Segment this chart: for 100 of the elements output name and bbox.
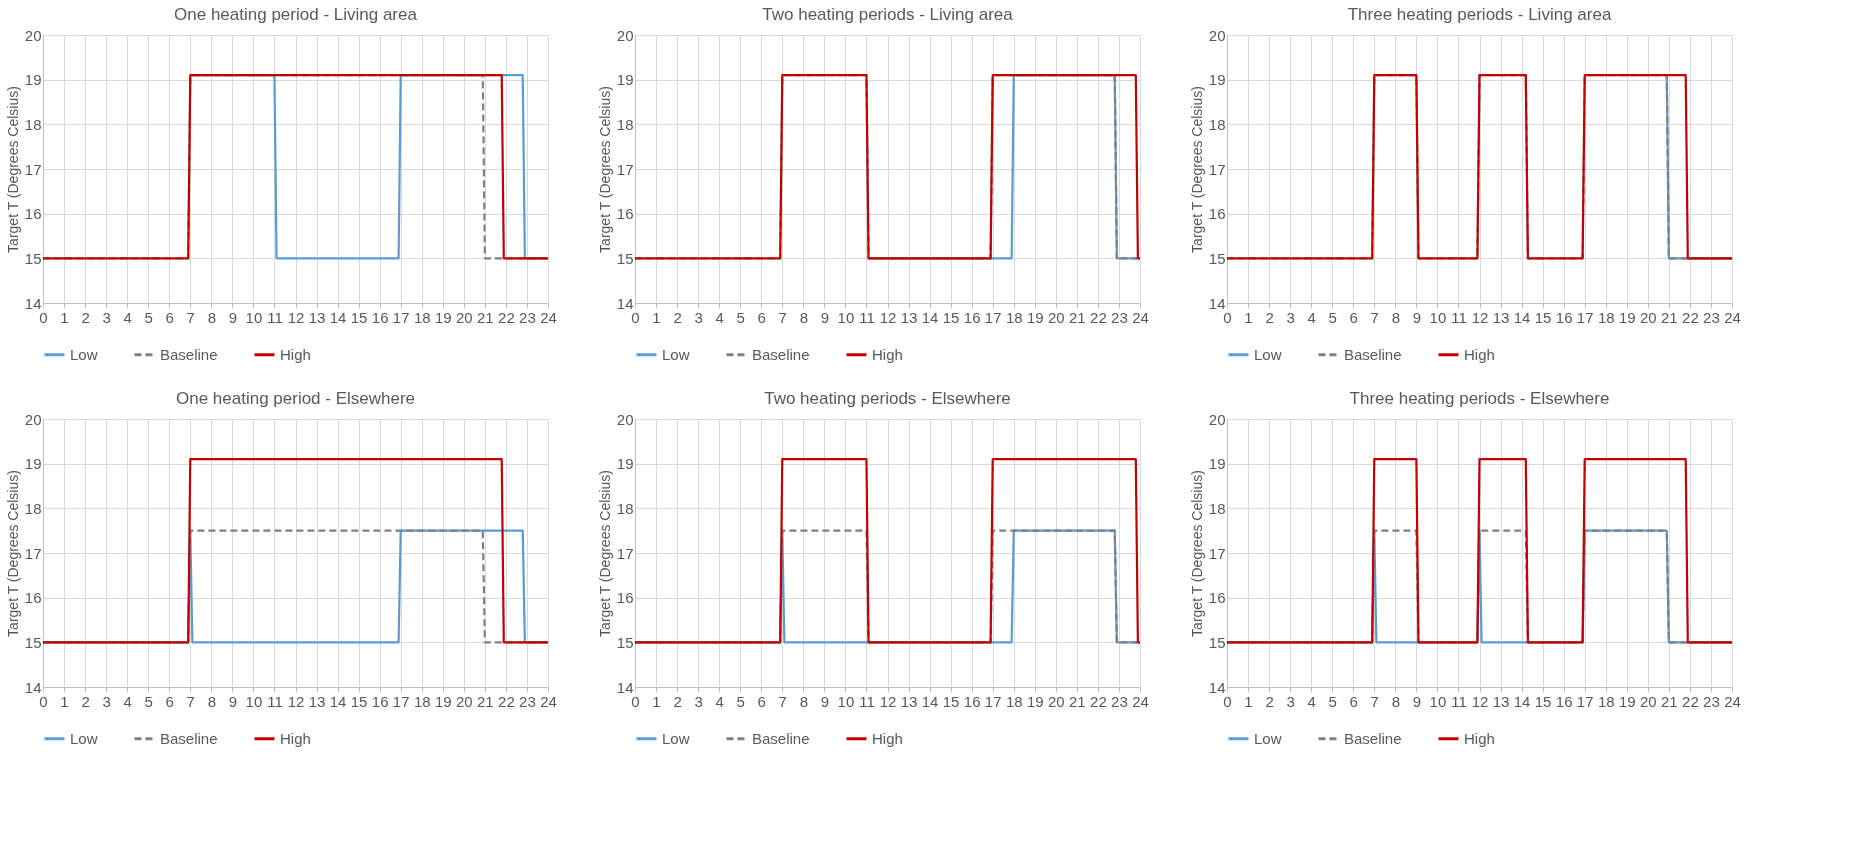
x-tick-label: 11: [859, 692, 875, 710]
x-tick-label: 6: [757, 692, 766, 710]
x-tick-label: 10: [837, 308, 855, 326]
y-tick-label: 18: [24, 115, 42, 133]
x-tick-label: 17: [1576, 692, 1594, 710]
x-tick-label: 23: [1703, 692, 1720, 710]
x-tick-label: 0: [1223, 692, 1232, 710]
x-tick-label: 2: [673, 692, 682, 710]
x-tick-label: 23: [1111, 308, 1128, 326]
legend-label: Baseline: [1344, 729, 1402, 747]
x-tick-label: 22: [498, 308, 515, 326]
x-tick-label: 21: [1661, 308, 1678, 326]
y-tick-label: 16: [1208, 205, 1226, 223]
x-tick-label: 11: [267, 308, 283, 326]
x-tick-label: 3: [102, 692, 111, 710]
x-tick-label: 1: [1244, 308, 1253, 326]
x-tick-label: 15: [1534, 692, 1552, 710]
x-tick-label: 20: [455, 692, 473, 710]
y-tick-label: 15: [616, 249, 634, 267]
x-tick-label: 18: [413, 692, 431, 710]
x-tick-label: 21: [477, 308, 494, 326]
x-tick-label: 5: [736, 308, 745, 326]
x-tick-label: 13: [1492, 692, 1510, 710]
x-tick-label: 7: [186, 692, 195, 710]
x-tick-label: 13: [308, 692, 326, 710]
x-tick-label: 5: [1328, 692, 1337, 710]
x-tick-label: 11: [1451, 692, 1467, 710]
x-tick-label: 17: [984, 308, 1002, 326]
y-tick-label: 14: [616, 678, 634, 696]
x-tick-label: 8: [1391, 308, 1401, 326]
y-tick-label: 14: [24, 678, 42, 696]
x-tick-label: 19: [1026, 308, 1044, 326]
x-tick-label: 14: [1513, 692, 1531, 710]
x-tick-label: 20: [1047, 692, 1065, 710]
y-tick-label: 19: [616, 71, 634, 89]
y-tick-label: 19: [24, 71, 42, 89]
x-tick-label: 6: [1349, 692, 1358, 710]
y-tick-label: 15: [616, 633, 634, 651]
x-tick-label: 16: [371, 308, 389, 326]
x-tick-label: 7: [778, 308, 787, 326]
legend-label: Low: [1254, 345, 1282, 363]
x-tick-label: 9: [1412, 692, 1422, 710]
x-tick-label: 3: [694, 692, 703, 710]
x-tick-label: 10: [245, 308, 263, 326]
legend-label: Baseline: [752, 729, 810, 747]
y-tick-label: 15: [24, 633, 42, 651]
x-tick-label: 16: [963, 308, 981, 326]
x-tick-label: 7: [778, 692, 787, 710]
x-tick-label: 17: [1576, 308, 1594, 326]
x-tick-label: 19: [434, 308, 452, 326]
legend-label: Low: [662, 345, 690, 363]
y-tick-label: 15: [1208, 633, 1226, 651]
x-tick-label: 4: [715, 692, 724, 710]
x-tick-label: 24: [1724, 692, 1741, 710]
x-tick-label: 15: [942, 692, 960, 710]
x-tick-label: 8: [207, 308, 217, 326]
x-tick-label: 1: [1244, 692, 1253, 710]
y-axis-title: Target T (Degrees Celsius): [1188, 86, 1205, 253]
x-tick-label: 18: [1597, 308, 1615, 326]
chart-title: Two heating periods - Elsewhere: [764, 389, 1011, 408]
x-tick-label: 9: [228, 308, 238, 326]
x-tick-label: 7: [1370, 692, 1379, 710]
legend-label: High: [1464, 345, 1495, 363]
y-tick-label: 16: [24, 589, 42, 607]
x-tick-label: 22: [498, 692, 515, 710]
x-tick-label: 12: [879, 308, 897, 326]
x-tick-label: 12: [879, 692, 897, 710]
x-tick-label: 1: [60, 692, 69, 710]
x-tick-label: 3: [1286, 692, 1295, 710]
legend-label: High: [1464, 729, 1495, 747]
x-tick-label: 6: [165, 692, 174, 710]
legend-label: High: [280, 345, 311, 363]
x-tick-label: 9: [820, 308, 830, 326]
x-tick-label: 10: [245, 692, 263, 710]
y-tick-label: 14: [616, 294, 634, 312]
y-tick-label: 15: [24, 249, 42, 267]
y-tick-label: 18: [616, 115, 634, 133]
x-tick-label: 13: [308, 308, 326, 326]
x-tick-label: 16: [1555, 308, 1573, 326]
y-axis-title: Target T (Degrees Celsius): [1188, 470, 1205, 637]
x-tick-label: 0: [631, 692, 640, 710]
y-tick-label: 15: [1208, 249, 1226, 267]
x-tick-label: 2: [81, 308, 90, 326]
x-tick-label: 23: [1703, 308, 1720, 326]
x-tick-label: 5: [144, 692, 153, 710]
x-tick-label: 0: [1223, 308, 1232, 326]
y-tick-label: 19: [1208, 71, 1226, 89]
x-tick-label: 15: [942, 308, 960, 326]
y-tick-label: 16: [24, 205, 42, 223]
y-axis-title: Target T (Degrees Celsius): [596, 86, 613, 253]
legend-label: Baseline: [1344, 345, 1402, 363]
x-tick-label: 1: [652, 308, 661, 326]
x-tick-label: 9: [228, 692, 238, 710]
x-tick-label: 1: [60, 308, 69, 326]
x-tick-label: 12: [287, 692, 305, 710]
y-tick-label: 18: [1208, 499, 1226, 517]
y-tick-label: 14: [24, 294, 42, 312]
x-tick-label: 18: [413, 308, 431, 326]
x-tick-label: 0: [631, 308, 640, 326]
y-tick-label: 19: [24, 455, 42, 473]
